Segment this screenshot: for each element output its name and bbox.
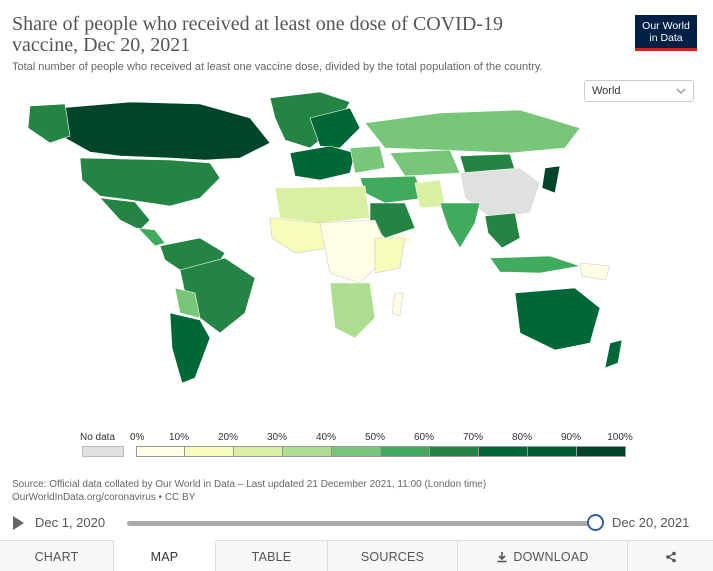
region-india[interactable] — [439, 202, 481, 249]
logo-line-2: in Data — [649, 32, 683, 44]
tab-table[interactable]: TABLE — [216, 541, 328, 571]
color-legend: No data 0% 10% 20% 30% 40% 50% 60% 70% 80% 90% 100… — [80, 432, 640, 462]
source-note: Source: Official data collated by Our Wo… — [12, 478, 486, 504]
legend-bin[interactable] — [136, 446, 185, 457]
timeline-handle[interactable] — [587, 514, 604, 531]
tab-share[interactable] — [628, 541, 713, 571]
tab-download[interactable]: DOWNLOAD — [458, 541, 628, 571]
tab-chart[interactable]: CHART — [0, 541, 114, 571]
timeline: Dec 1, 2020 Dec 20, 2021 — [0, 510, 713, 536]
legend-tick: 20% — [217, 432, 238, 443]
region-bolivia-paraguay[interactable] — [174, 287, 201, 319]
region-southern-africa[interactable] — [329, 282, 376, 339]
download-icon — [497, 551, 507, 562]
legend-bin[interactable] — [479, 446, 528, 457]
source-line-1[interactable]: Source: Official data collated by Our Wo… — [12, 479, 487, 490]
chart-subtitle: Total number of people who received at l… — [12, 61, 543, 73]
region-central-america[interactable] — [137, 227, 166, 247]
legend-tick: 40% — [315, 432, 336, 443]
logo-line-1: Our World — [642, 20, 690, 32]
tab-download-label: DOWNLOAD — [513, 549, 589, 564]
region-china[interactable] — [459, 167, 541, 219]
region-scandinavia[interactable] — [309, 107, 361, 149]
legend-bin[interactable] — [381, 446, 430, 457]
legend-tick: 0% — [130, 432, 145, 443]
share-icon — [665, 551, 676, 562]
region-new-zealand[interactable] — [604, 339, 623, 369]
legend-nodata-swatch[interactable] — [82, 446, 124, 457]
region-argentina-chile[interactable] — [169, 312, 211, 384]
region-north-africa[interactable] — [274, 185, 371, 224]
source-line-2[interactable]: OurWorldInData.org/coronavirus • CC BY — [12, 492, 196, 503]
play-icon[interactable] — [13, 516, 24, 530]
legend-tick: 50% — [364, 432, 385, 443]
region-indonesia[interactable] — [489, 255, 581, 274]
legend-tick: 30% — [266, 432, 287, 443]
legend-bin[interactable] — [234, 446, 283, 457]
region-russia[interactable] — [364, 109, 581, 154]
timeline-start-date[interactable]: Dec 1, 2020 — [35, 515, 106, 530]
region-kazakhstan[interactable] — [389, 149, 461, 177]
timeline-track[interactable] — [127, 521, 596, 526]
region-saudi-arabia[interactable] — [369, 202, 416, 239]
legend-nodata-label: No data — [80, 432, 116, 443]
region-madagascar[interactable] — [391, 292, 404, 317]
region-usa[interactable] — [79, 157, 221, 207]
timeline-end-date[interactable]: Dec 20, 2021 — [612, 515, 690, 530]
region-southeast-asia[interactable] — [484, 212, 521, 249]
tab-sources[interactable]: SOURCES — [328, 541, 458, 571]
region-alaska[interactable] — [27, 103, 71, 144]
region-japan[interactable] — [541, 165, 561, 194]
legend-tick: 70% — [462, 432, 483, 443]
region-turkey-iran[interactable] — [359, 175, 426, 204]
world-map[interactable] — [20, 88, 670, 428]
region-select-value: World — [592, 85, 621, 97]
legend-tick: 10% — [168, 432, 189, 443]
legend-tick: 100% — [607, 432, 633, 443]
owid-logo[interactable]: Our World in Data — [635, 15, 697, 51]
legend-tick: 60% — [413, 432, 434, 443]
region-western-europe[interactable] — [289, 145, 356, 181]
tab-bar: CHART MAP TABLE SOURCES DOWNLOAD — [0, 540, 713, 571]
legend-bin[interactable] — [332, 446, 381, 457]
timeline-fill — [127, 521, 596, 526]
legend-bin[interactable] — [430, 446, 479, 457]
legend-bin[interactable] — [528, 446, 577, 457]
legend-bin[interactable] — [283, 446, 332, 457]
region-east-africa[interactable] — [374, 237, 406, 274]
region-canada[interactable] — [59, 101, 271, 161]
region-australia[interactable] — [514, 287, 601, 351]
legend-tick: 90% — [560, 432, 581, 443]
legend-bin[interactable] — [577, 446, 626, 457]
region-west-africa[interactable] — [269, 217, 331, 254]
region-mexico[interactable] — [99, 197, 151, 231]
region-eastern-europe[interactable] — [349, 145, 386, 174]
chevron-down-icon — [676, 88, 686, 94]
tab-map[interactable]: MAP — [114, 540, 216, 571]
legend-tick: 80% — [511, 432, 532, 443]
region-select[interactable]: World — [584, 80, 694, 102]
legend-bin[interactable] — [185, 446, 234, 457]
chart-title: Share of people who received at least on… — [12, 13, 503, 56]
region-papua-new-guinea[interactable] — [579, 262, 611, 281]
